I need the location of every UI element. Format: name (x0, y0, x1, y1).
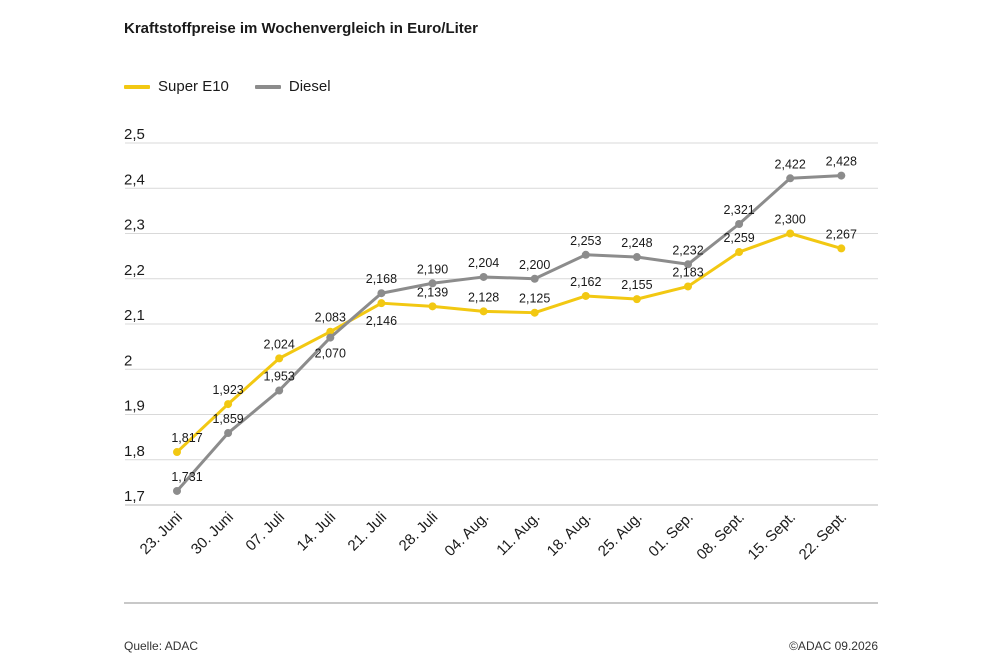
legend-label-super-e10: Super E10 (158, 78, 229, 95)
legend-item-super-e10: Super E10 (124, 78, 229, 95)
x-tick-label: 01. Sep. (645, 509, 697, 561)
legend-swatch-diesel (254, 84, 281, 89)
x-tick-label: 08. Sept. (693, 509, 747, 563)
data-label-diesel: 2,190 (417, 262, 448, 276)
chart-title: Kraftstoffpreise im Wochenvergleich in E… (124, 20, 478, 37)
data-point-diesel (581, 250, 590, 259)
data-point-super-e10 (326, 327, 335, 336)
x-tick-label: 18. Aug. (544, 509, 595, 560)
x-tick-label: 30. Juni (188, 509, 237, 558)
data-label-super-e10: 2,024 (264, 337, 295, 351)
legend: Super E10 Diesel (124, 78, 357, 95)
data-label-diesel: 1,953 (264, 370, 295, 384)
data-point-super-e10 (173, 448, 181, 457)
data-point-diesel (428, 279, 437, 288)
data-point-super-e10 (224, 400, 233, 409)
copyright-note: ©ADAC 09.2026 (789, 639, 878, 653)
data-label-super-e10: 1,817 (171, 431, 202, 445)
legend-swatch-super-e10 (124, 84, 150, 89)
data-point-diesel (173, 486, 181, 495)
x-tick-label: 21. Juli (345, 509, 391, 555)
data-point-diesel (275, 386, 284, 395)
data-label-diesel: 2,428 (826, 155, 857, 169)
y-tick-label: 2,2 (124, 262, 145, 279)
x-tick-label: 11. Aug. (493, 509, 543, 559)
data-label-super-e10: 2,083 (315, 311, 346, 325)
x-tick-label: 25. Aug. (595, 509, 646, 560)
data-point-super-e10 (837, 244, 846, 253)
data-point-super-e10 (377, 299, 386, 308)
y-tick-label: 1,9 (124, 398, 145, 415)
data-label-super-e10: 2,259 (723, 231, 754, 245)
y-tick-label: 1,7 (124, 488, 145, 505)
x-tick-label: 23. Juni (137, 509, 186, 558)
data-label-super-e10: 2,146 (366, 314, 397, 328)
data-label-super-e10: 2,139 (417, 285, 448, 299)
data-point-super-e10 (786, 229, 795, 238)
data-label-diesel: 2,070 (315, 347, 346, 361)
data-label-super-e10: 2,128 (468, 290, 499, 304)
data-label-diesel: 2,321 (723, 203, 754, 217)
data-point-super-e10 (735, 248, 744, 257)
data-point-diesel (684, 260, 692, 269)
data-label-diesel: 2,248 (621, 236, 652, 250)
series-line-diesel (175, 174, 843, 493)
data-point-super-e10 (275, 354, 284, 363)
x-tick-label: 22. Sept. (796, 509, 850, 563)
data-point-diesel (224, 429, 233, 438)
data-label-super-e10: 2,162 (570, 275, 601, 289)
legend-item-diesel: Diesel (254, 78, 331, 95)
line-chart: 1,7 1,8 1,9 2 2,1 2,2 2,3 2,4 2,5 23. Juni 30. Jun… (124, 126, 878, 563)
data-label-diesel: 2,168 (366, 272, 397, 286)
x-tick-label: 28. Juli (396, 509, 442, 555)
y-tick-label: 1,8 (124, 443, 145, 460)
data-point-diesel (326, 333, 335, 342)
data-point-diesel (530, 274, 539, 283)
data-label-super-e10: 2,155 (621, 278, 652, 292)
x-tick-label: 07. Juli (242, 509, 288, 555)
data-label-super-e10: 2,125 (519, 292, 550, 306)
x-tick-label: 04. Aug. (441, 509, 492, 560)
footer-divider (124, 602, 878, 604)
x-tick-label: 14. Juli (293, 509, 339, 555)
data-point-super-e10 (684, 282, 692, 291)
data-point-super-e10 (479, 307, 488, 316)
data-label-diesel: 2,253 (570, 234, 601, 248)
y-tick-label: 2,5 (124, 126, 145, 143)
legend-label-diesel: Diesel (288, 78, 331, 95)
x-tick-label: 15. Sept. (745, 509, 799, 563)
data-label-super-e10: 2,183 (672, 265, 703, 279)
series-line-super-e10 (175, 232, 843, 454)
data-label-diesel: 2,232 (672, 243, 703, 257)
data-point-diesel (786, 174, 795, 183)
y-tick-label: 2,1 (124, 307, 145, 324)
y-tick-label: 2,3 (124, 217, 145, 234)
data-point-diesel (377, 289, 386, 298)
data-point-diesel (735, 219, 744, 228)
data-point-diesel (632, 253, 641, 262)
data-label-diesel: 2,422 (775, 157, 806, 171)
data-point-super-e10 (530, 308, 539, 317)
data-label-diesel: 1,859 (212, 412, 243, 426)
data-label-super-e10: 2,300 (775, 213, 806, 227)
data-point-diesel (479, 272, 488, 281)
data-label-diesel: 2,204 (468, 256, 499, 270)
y-tick-label: 2,4 (124, 171, 145, 188)
data-label-diesel: 1,731 (171, 470, 202, 484)
y-tick-label: 2 (124, 352, 132, 369)
data-label-super-e10: 2,267 (826, 227, 857, 241)
data-point-super-e10 (581, 291, 590, 300)
data-point-super-e10 (428, 302, 437, 311)
data-point-super-e10 (632, 295, 641, 304)
data-label-super-e10: 1,923 (212, 383, 243, 397)
source-note: Quelle: ADAC (124, 639, 199, 653)
data-point-diesel (837, 171, 846, 180)
data-label-diesel: 2,200 (519, 258, 550, 272)
